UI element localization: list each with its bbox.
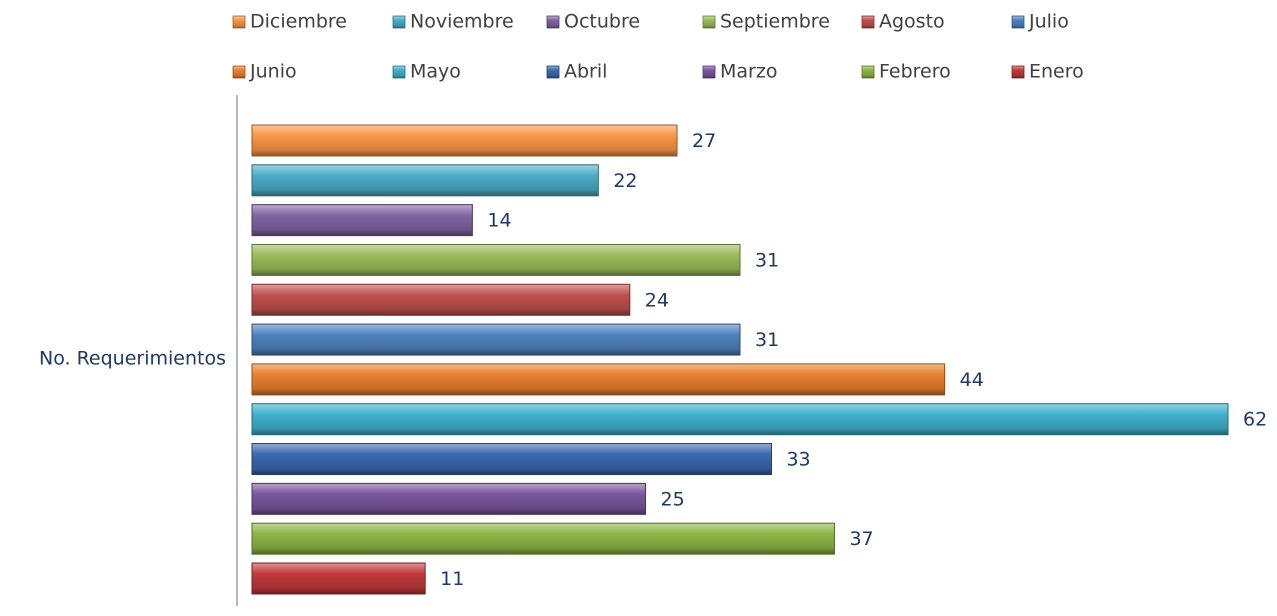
bar: [251, 403, 1229, 436]
legend-label: Septiembre: [720, 11, 830, 33]
legend-swatch: [861, 65, 875, 79]
bar: [251, 204, 473, 237]
value-label: 11: [440, 568, 464, 590]
legend-swatch: [861, 15, 875, 29]
legend-swatch: [392, 65, 406, 79]
bar: [251, 243, 741, 276]
bar: [251, 323, 741, 356]
legend-label: Julio: [1028, 11, 1069, 33]
category-label: No. Requerimientos: [39, 348, 226, 370]
value-label: 31: [755, 329, 779, 351]
bar: [251, 482, 647, 515]
legend-label: Octubre: [564, 11, 640, 33]
bar: [251, 283, 631, 316]
legend-label: Junio: [249, 61, 297, 83]
legend-label: Marzo: [720, 61, 777, 83]
value-label: 33: [786, 449, 810, 471]
value-label: 44: [960, 369, 984, 391]
value-label: 25: [661, 488, 685, 510]
value-label: 27: [692, 130, 716, 152]
legend-swatch: [702, 65, 716, 79]
bar: [251, 363, 946, 396]
bar: [251, 124, 678, 157]
legend-swatch: [1011, 65, 1025, 79]
value-label: 37: [849, 528, 873, 550]
legend-label: Febrero: [879, 61, 951, 83]
legend-swatch: [392, 15, 406, 29]
legend-label: Mayo: [410, 61, 461, 83]
legend-label: Diciembre: [250, 11, 347, 33]
legend-swatch: [702, 15, 716, 29]
legend-swatch: [1011, 15, 1025, 29]
value-label: 22: [613, 170, 637, 192]
value-label: 24: [645, 289, 669, 311]
legend-swatch: [232, 15, 246, 29]
legend-swatch: [546, 15, 560, 29]
value-label: 31: [755, 249, 779, 271]
bar: [251, 562, 426, 595]
bar: [251, 443, 772, 476]
legend-swatch: [232, 65, 246, 79]
value-label: 62: [1243, 409, 1267, 431]
legend-label: Enero: [1029, 61, 1084, 83]
bar: [251, 522, 835, 555]
legend-label: Noviembre: [410, 11, 514, 33]
legend-swatch: [546, 65, 560, 79]
value-label: 14: [487, 210, 511, 232]
bar: [251, 164, 599, 197]
legend-label: Agosto: [879, 11, 945, 33]
legend-label: Abril: [564, 61, 607, 83]
